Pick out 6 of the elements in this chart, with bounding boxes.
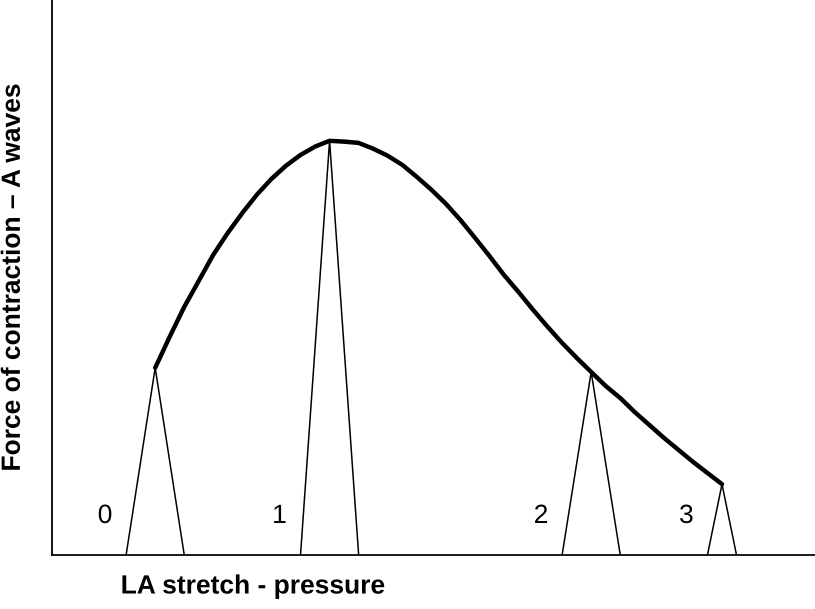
x-axis-title: LA stretch - pressure — [122, 574, 384, 600]
annotation: 2 — [535, 504, 548, 523]
annotation: 3 — [680, 504, 693, 524]
annotation: 1 — [274, 504, 286, 523]
y-axis-title: Force of contraction – A waves — [0, 84, 20, 470]
annotation: 0 — [98, 504, 112, 524]
